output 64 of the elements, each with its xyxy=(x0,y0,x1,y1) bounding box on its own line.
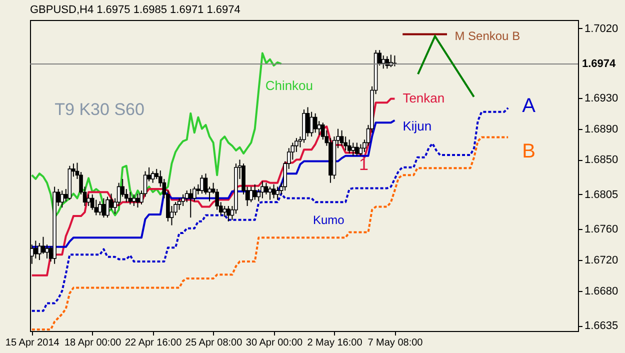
x-tick-label: 2 May 16:00 xyxy=(307,338,363,348)
candlestick xyxy=(268,186,272,200)
candlestick xyxy=(132,194,136,206)
candlestick xyxy=(249,186,253,203)
candlestick xyxy=(181,194,185,206)
candlestick xyxy=(306,106,310,138)
candlestick xyxy=(358,144,363,156)
ref-line-label: 1.6974 xyxy=(582,58,617,70)
candlestick xyxy=(340,130,344,146)
candlestick xyxy=(188,188,193,218)
x-tick-label: 15 Apr 2014 xyxy=(5,338,60,348)
candlestick xyxy=(252,184,257,200)
candlestick xyxy=(136,193,140,208)
x-tick-label: 25 Apr 08:00 xyxy=(185,338,243,348)
y-tick-label: 1.6890 xyxy=(584,123,618,136)
chart-title: GBPUSD,H4 1.6975 1.6985 1.6971 1.6974 xyxy=(30,4,240,16)
y-tick-label: 1.7020 xyxy=(584,22,618,35)
series-label: A xyxy=(522,94,536,117)
candlestick xyxy=(150,170,155,184)
series-label: Kijun xyxy=(402,118,432,134)
candlestick xyxy=(260,180,264,199)
candlestick xyxy=(184,190,189,203)
y-tick-label: 1.6760 xyxy=(584,224,618,236)
candlestick xyxy=(276,186,280,200)
annotation: T9 K30 S60 xyxy=(54,100,144,120)
x-tick-label: 22 Apr 16:00 xyxy=(124,338,182,348)
annotation: Kumo xyxy=(312,212,345,227)
candlestick xyxy=(128,192,132,205)
line-series xyxy=(30,136,510,330)
candlestick xyxy=(34,240,38,259)
candlestick xyxy=(385,56,390,70)
annotation: M Senkou B xyxy=(454,29,520,44)
y-tick-label: 1.6805 xyxy=(584,188,618,201)
series-label: Tenkan xyxy=(402,90,445,106)
candlestick xyxy=(310,111,314,138)
candlestick xyxy=(102,198,106,218)
candlestick xyxy=(106,196,110,218)
y-tick-label: 1.6720 xyxy=(584,254,618,267)
candlestick xyxy=(272,184,276,199)
candlestick xyxy=(45,244,49,259)
y-tick-label: 1.6635 xyxy=(584,320,618,332)
candlestick xyxy=(222,205,227,218)
candlestick xyxy=(86,194,90,206)
candlestick xyxy=(226,205,230,222)
x-tick-label: 18 Apr 00:00 xyxy=(64,338,122,348)
y-tick-label: 1.6850 xyxy=(584,154,618,166)
candlestick xyxy=(60,190,64,208)
x-tick-label: 30 Apr 00:00 xyxy=(246,338,304,348)
annotation: 1 xyxy=(359,154,368,174)
candlestick xyxy=(381,55,386,70)
series-label: Chinkou xyxy=(265,78,314,93)
x-tick-label: 7 May 08:00 xyxy=(368,338,424,348)
series-label: B xyxy=(522,140,536,162)
candlestick xyxy=(41,236,46,254)
candlestick xyxy=(317,120,322,136)
y-tick-label: 1.6930 xyxy=(584,92,618,104)
y-tick-label: 1.6680 xyxy=(584,285,618,298)
candlestick xyxy=(98,200,102,216)
candlestick xyxy=(355,142,359,156)
candlestick xyxy=(313,112,318,134)
candlestick xyxy=(347,139,352,154)
candlestick xyxy=(351,142,356,156)
line-series xyxy=(30,98,396,276)
candlestick xyxy=(200,174,204,194)
